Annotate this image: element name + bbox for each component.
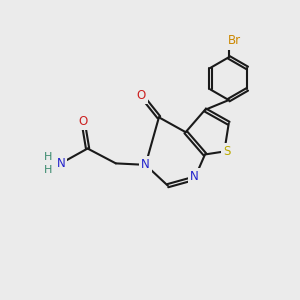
Text: H: H <box>44 165 52 175</box>
Text: O: O <box>79 115 88 128</box>
Text: O: O <box>136 88 146 101</box>
Text: N: N <box>56 157 65 170</box>
Text: S: S <box>224 145 231 158</box>
Text: Br: Br <box>228 34 241 47</box>
Text: N: N <box>141 158 150 171</box>
Text: H: H <box>44 152 52 162</box>
Text: N: N <box>190 170 199 183</box>
